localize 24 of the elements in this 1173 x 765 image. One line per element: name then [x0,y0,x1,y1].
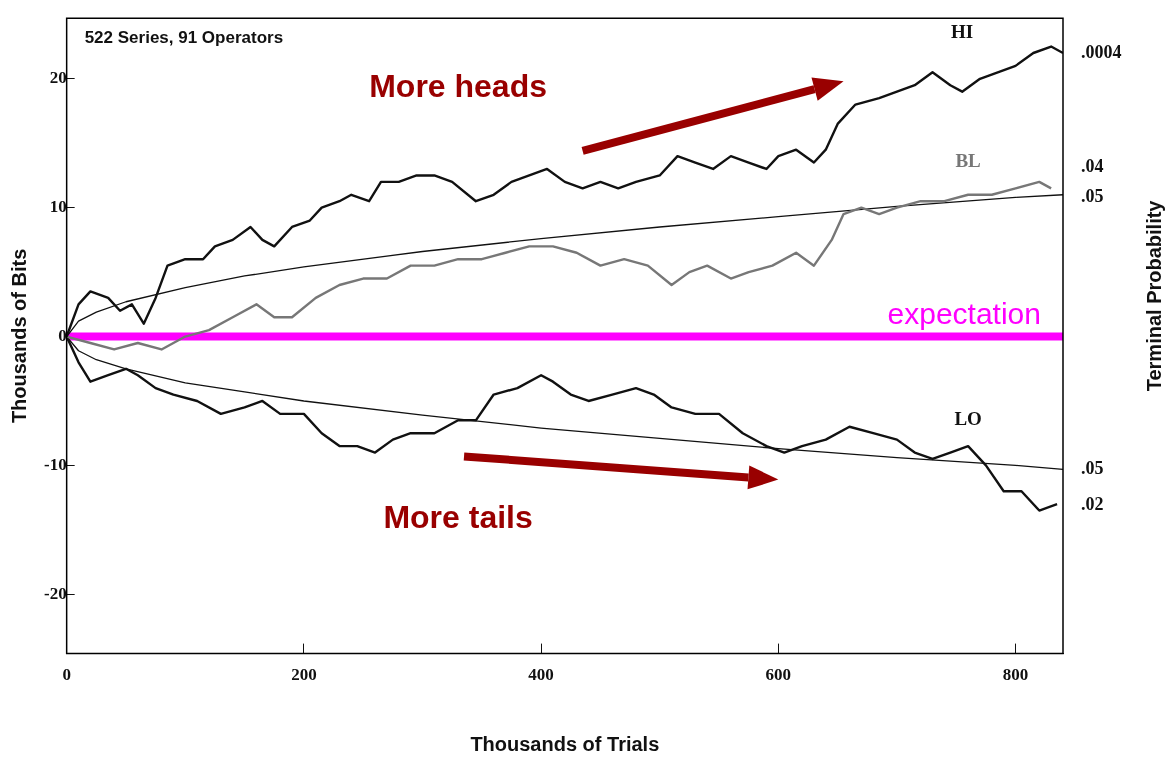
annotation: More heads [369,67,547,104]
series-label: LO [954,408,982,430]
x-tick-label: 200 [291,665,317,685]
series-label: BL [955,150,981,172]
x-axis-title: Thousands of Trials [470,732,660,755]
y-tick-label: -10 [43,454,67,474]
y-tick-label: 10 [49,197,67,217]
annotation: 522 Series, 91 Operators [84,28,284,48]
text: .02 [1081,494,1104,515]
text: .05 [1081,186,1104,207]
x-tick-label: 400 [528,665,554,685]
y-tick-label: 0 [58,325,67,345]
text: .04 [1081,156,1104,177]
series-label: HI [951,21,974,43]
y2-axis-title: Terminal Probability [1142,199,1165,392]
ref-line-label: expectation [887,296,1041,330]
x-tick-label: 600 [765,665,792,685]
y-tick-label: -20 [43,583,67,603]
annotation: More tails [383,499,533,536]
y-axis-title: Thousands of Bits [7,248,30,424]
x-tick-label: 800 [1002,665,1029,685]
y-tick-label: 20 [49,68,67,88]
text: .0004 [1081,41,1122,62]
text: .05 [1081,457,1104,478]
